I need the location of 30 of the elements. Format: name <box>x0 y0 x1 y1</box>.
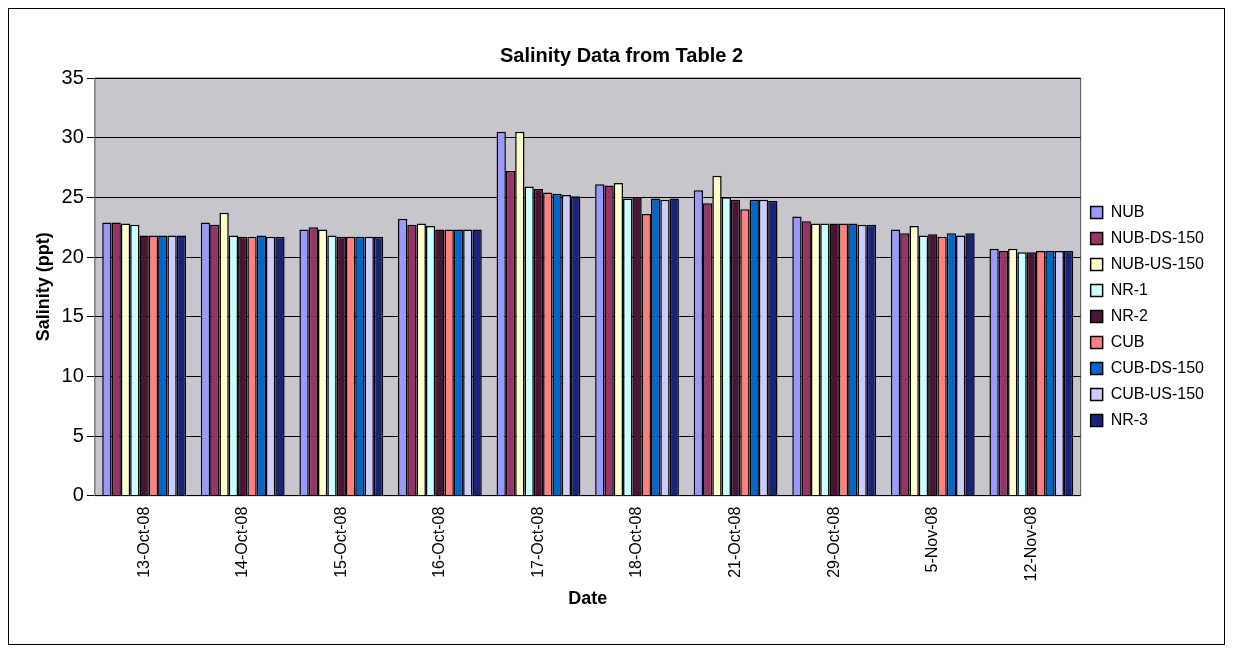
legend-label: CUB-US-150 <box>1110 384 1205 402</box>
x-tick-label: 17-Oct-08 <box>528 506 546 578</box>
legend-label: NUB <box>1110 202 1145 220</box>
y-tick-label: 30 <box>61 125 84 148</box>
x-tick-label: 18-Oct-08 <box>627 506 645 578</box>
x-tick-label: 15-Oct-08 <box>331 506 349 578</box>
x-axis-title: Date <box>568 588 608 609</box>
x-tick-label: 5-Nov-08 <box>923 506 941 573</box>
legend-label: CUB <box>1110 332 1145 350</box>
legend-label: NUB-US-150 <box>1110 254 1205 272</box>
x-tick-label: 13-Oct-08 <box>134 506 152 578</box>
y-tick-label: 25 <box>61 184 84 207</box>
y-tick-label: 0 <box>72 483 84 506</box>
x-tick-label: 16-Oct-08 <box>430 506 448 578</box>
x-tick-label: 14-Oct-08 <box>233 506 251 578</box>
x-tick-label: 29-Oct-08 <box>824 506 842 578</box>
y-tick-label: 10 <box>61 363 84 386</box>
y-tick-label: 15 <box>61 304 84 327</box>
y-axis-title: Salinity (ppt) <box>32 232 53 342</box>
chart-title: Salinity Data from Table 2 <box>499 43 744 66</box>
x-tick-label: 12-Nov-08 <box>1021 506 1039 582</box>
legend-label: NR-3 <box>1110 410 1149 428</box>
legend-label: CUB-DS-150 <box>1110 358 1205 376</box>
legend-label: NUB-DS-150 <box>1110 228 1205 246</box>
y-tick-label: 5 <box>72 423 84 446</box>
x-tick-label: 21-Oct-08 <box>726 506 744 578</box>
legend-label: NR-1 <box>1110 280 1149 298</box>
legend-label: NR-2 <box>1110 306 1149 324</box>
y-tick-label: 35 <box>61 65 84 88</box>
y-tick-label: 20 <box>61 244 84 267</box>
